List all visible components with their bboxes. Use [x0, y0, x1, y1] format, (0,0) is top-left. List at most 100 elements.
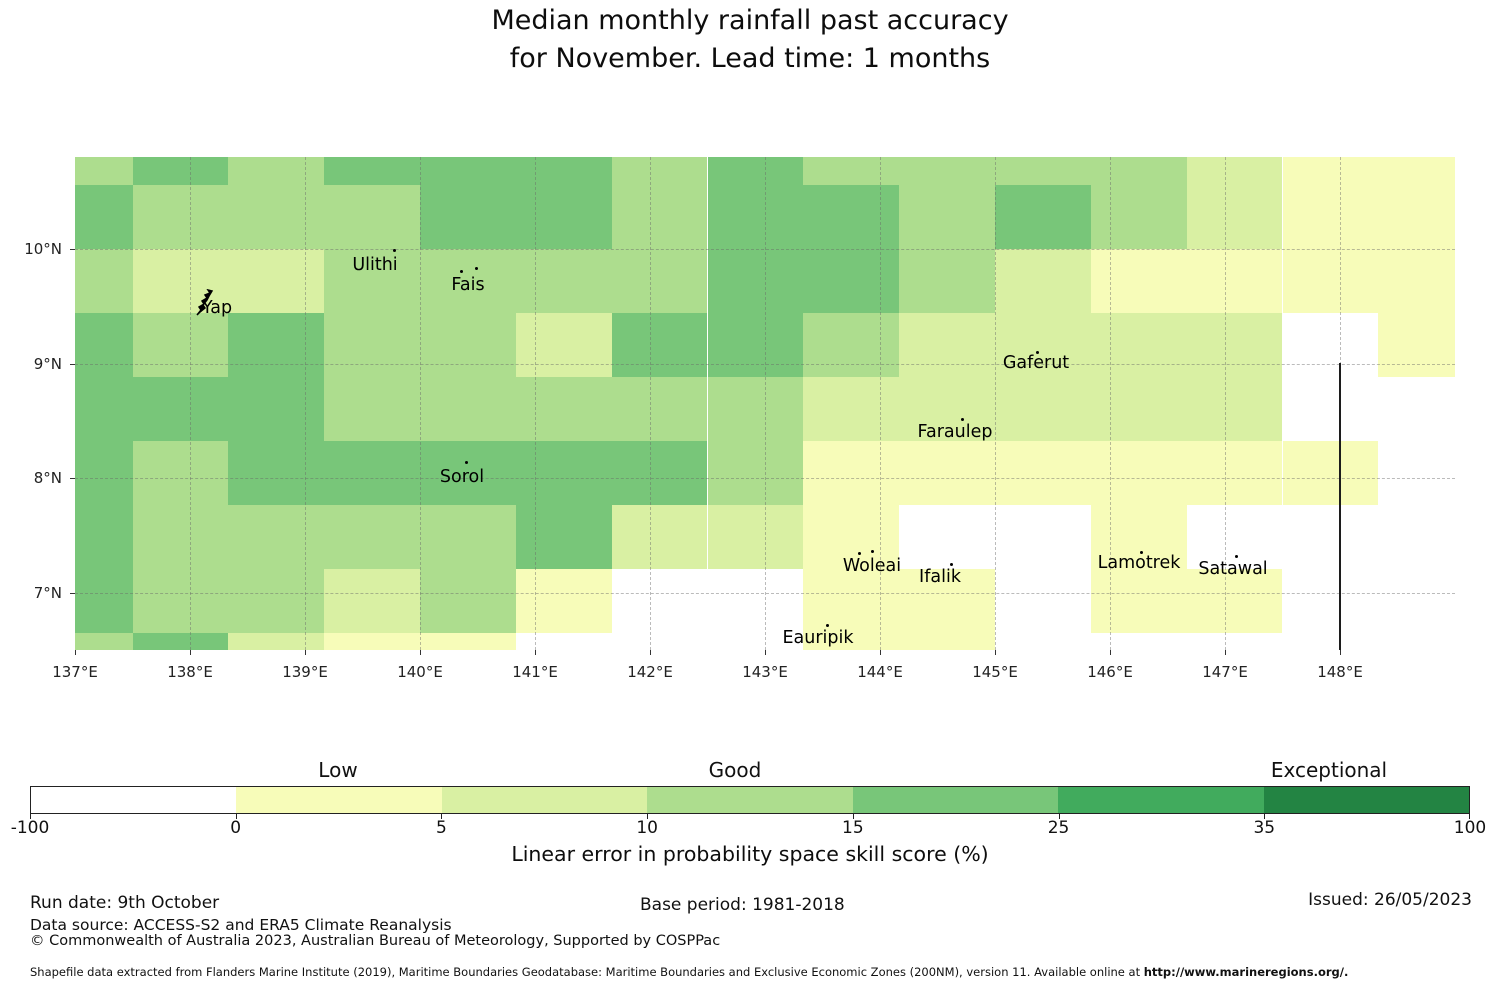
gridline-vertical: [190, 157, 191, 650]
heatmap-cell: [228, 504, 325, 569]
colorbar-tick-label: 25: [1047, 818, 1070, 838]
island-label: Lamotrek: [1097, 553, 1181, 573]
heatmap-cell: [707, 504, 804, 569]
heatmap-cell: [324, 376, 420, 441]
heatmap-cell: [515, 504, 612, 569]
heatmap-cell: [899, 184, 995, 249]
island-dot: [460, 270, 463, 273]
heatmap-cell: [1378, 504, 1455, 569]
island-label: Fais: [451, 275, 485, 295]
x-axis-tickmark: [1340, 650, 1341, 655]
heatmap-cell: [803, 312, 900, 377]
heatmap-cell: [515, 568, 612, 633]
heatmap-cell: [132, 440, 229, 505]
heatmap-cell: [324, 568, 420, 633]
island-dot: [465, 461, 468, 464]
x-axis-tickmark: [305, 650, 306, 655]
heatmap-cell: [132, 632, 229, 651]
heatmap-cell: [1090, 184, 1187, 249]
heatmap-cell: [1378, 248, 1455, 313]
heatmap-cell: [420, 312, 516, 377]
y-axis-tick-label: 7°N: [33, 583, 62, 602]
heatmap-cell: [1186, 440, 1283, 505]
colorbar-tick-label: 0: [230, 818, 242, 838]
heatmap-cell: [1282, 440, 1379, 505]
gridline-vertical: [650, 157, 651, 650]
heatmap-cell: [995, 632, 1091, 651]
x-axis-tick-label: 143°E: [742, 663, 788, 681]
heatmap-cell: [75, 157, 133, 185]
heatmap-cell: [611, 376, 708, 441]
colorbar-tickmark: [235, 814, 237, 819]
island-dot: [1235, 555, 1238, 558]
heatmap-cell: [899, 312, 995, 377]
heatmap-cell: [1378, 568, 1455, 633]
heatmap-cell: [611, 157, 708, 185]
heatmap-cell: [324, 632, 420, 651]
x-axis-tick-label: 146°E: [1087, 663, 1133, 681]
x-axis-tick-label: 144°E: [857, 663, 903, 681]
heatmap-cell: [899, 376, 995, 441]
gridline-horizontal: [75, 478, 1455, 480]
heatmap-cell: [228, 248, 325, 313]
island-label: Woleai: [842, 556, 902, 576]
heatmap-cell: [515, 632, 612, 651]
x-axis-tick-label: 138°E: [167, 663, 213, 681]
x-axis-tick-label: 145°E: [972, 663, 1018, 681]
y-axis-tick-label: 8°N: [33, 469, 62, 488]
y-axis-tickmark: [70, 248, 75, 250]
heatmap-cell: [1282, 312, 1379, 377]
shapefile-fineprint: Shapefile data extracted from Flanders M…: [30, 965, 1348, 979]
heatmap-cell: [1090, 568, 1187, 633]
heatmap-cell: [707, 632, 804, 651]
island-dot: [871, 550, 874, 553]
colorbar-tick-label: 5: [436, 818, 447, 838]
heatmap-cell: [228, 376, 325, 441]
heatmap-cell: [420, 632, 516, 651]
island-label: Sorol: [439, 467, 485, 487]
colorbar-category-label: Low: [318, 758, 358, 782]
heatmap-cell: [1090, 312, 1187, 377]
island-label: Eauripik: [782, 628, 854, 648]
x-axis-tickmark: [995, 650, 996, 655]
island-label: Satawal: [1198, 559, 1268, 579]
heatmap-cell: [1378, 440, 1455, 505]
heatmap-cell: [75, 568, 133, 633]
heatmap-cell: [707, 184, 804, 249]
x-axis-tickmark: [1225, 650, 1226, 655]
heatmap-cell: [995, 248, 1091, 313]
heatmap-cell: [75, 248, 133, 313]
heatmap-cell: [707, 248, 804, 313]
heatmap-cell: [1090, 504, 1187, 569]
x-axis-tickmark: [75, 650, 76, 655]
island-dot: [475, 267, 478, 270]
island-label: Ulithi: [352, 255, 398, 275]
heatmap-cell: [899, 440, 995, 505]
heatmap-cell: [803, 184, 900, 249]
chart-title-line2: for November. Lead time: 1 months: [509, 43, 991, 74]
heatmap-cell: [75, 376, 133, 441]
heatmap-cell: [1186, 376, 1283, 441]
heatmap-cell: [132, 504, 229, 569]
colorbar-tickmark: [852, 814, 854, 819]
gridline-vertical: [995, 157, 996, 650]
heatmap-cell: [324, 184, 420, 249]
heatmap-cell: [132, 184, 229, 249]
heatmap-cell: [611, 248, 708, 313]
gridline-horizontal: [75, 363, 1455, 365]
heatmap-cell: [1186, 568, 1283, 633]
colorbar-tick-label: 100: [1453, 818, 1487, 838]
heatmap-cell: [803, 376, 900, 441]
heatmap-cell: [803, 568, 900, 633]
colorbar-tick-label: 15: [842, 818, 864, 838]
heatmap-cell: [324, 440, 420, 505]
heatmap-cell: [515, 157, 612, 185]
heatmap-cell: [228, 632, 325, 651]
gridline-vertical: [1225, 157, 1226, 650]
colorbar-segment: [1263, 787, 1469, 813]
heatmap-cell: [228, 312, 325, 377]
heatmap-cell: [420, 248, 516, 313]
colorbar-tick-label: 35: [1253, 818, 1276, 838]
yap-island-shape: [196, 289, 214, 316]
